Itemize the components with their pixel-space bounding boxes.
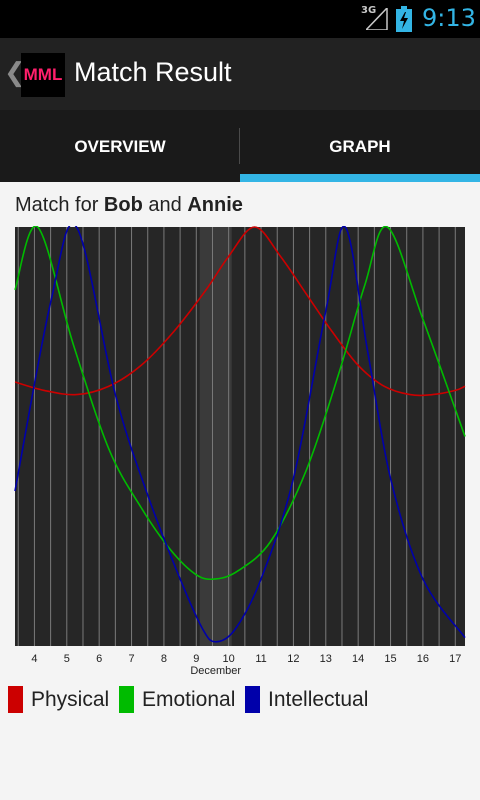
app-logo[interactable]: MML (21, 53, 65, 97)
network-type: 3G (361, 5, 377, 16)
clock: 9:13 (422, 4, 476, 32)
status-bar: 3G 9:13 (0, 0, 480, 38)
x-tick-label: 10 (223, 653, 235, 665)
x-tick-label: 9 (193, 653, 199, 665)
tab-bar: OVERVIEW GRAPH (0, 110, 480, 182)
legend-swatch-intellectual (245, 686, 260, 713)
x-tick-label: 15 (384, 653, 396, 665)
x-tick-label: 16 (417, 653, 429, 665)
x-tick-label: 5 (64, 653, 70, 665)
tab-graph[interactable]: GRAPH (329, 137, 391, 156)
person-b-name: Annie (187, 194, 243, 216)
page-title: Match Result (74, 57, 232, 87)
x-tick-label: 8 (161, 653, 167, 665)
back-chevron-icon[interactable]: ❮ (4, 58, 26, 88)
legend-label-intellectual: Intellectual (268, 688, 369, 711)
action-bar: ❮ MML Match Result (0, 38, 480, 110)
plot-background (15, 227, 465, 646)
match-joiner: and (148, 194, 182, 216)
legend-swatch-emotional (119, 686, 134, 713)
x-tick-label: 11 (255, 653, 266, 665)
x-tick-label: 12 (287, 653, 299, 665)
x-tick-label: 17 (449, 653, 461, 665)
legend-swatch-physical (8, 686, 23, 713)
series-line-intellectual (14, 226, 466, 643)
biorhythm-chart: 4 5 6 7 8 9 10 11 12 13 14 15 16 17 December (14, 226, 466, 677)
graph-panel: Match for Bob and Annie 4 5 6 7 8 9 10 11 12 13 14… (0, 182, 480, 800)
tab-selected-indicator (240, 174, 480, 182)
legend-label-physical: Physical (31, 688, 110, 711)
series-line-emotional (14, 226, 466, 581)
match-prefix: Match for (15, 194, 99, 216)
person-a-name: Bob (103, 194, 143, 216)
legend-label-emotional: Emotional (142, 688, 236, 711)
battery-charging-icon (396, 6, 412, 32)
x-tick-label: 6 (96, 653, 102, 665)
x-tick-label: 7 (128, 653, 134, 665)
tab-overview[interactable]: OVERVIEW (74, 137, 166, 156)
x-tick-label: 4 (31, 653, 37, 665)
today-highlight (199, 227, 232, 646)
x-tick-label: 13 (320, 653, 332, 665)
x-tick-label: 14 (352, 653, 364, 665)
tab-divider (239, 128, 240, 164)
series-line-physical (14, 226, 466, 397)
match-heading: Match for Bob and Annie (15, 194, 243, 217)
signal-icon (366, 8, 388, 30)
x-month-label: December (190, 665, 241, 677)
